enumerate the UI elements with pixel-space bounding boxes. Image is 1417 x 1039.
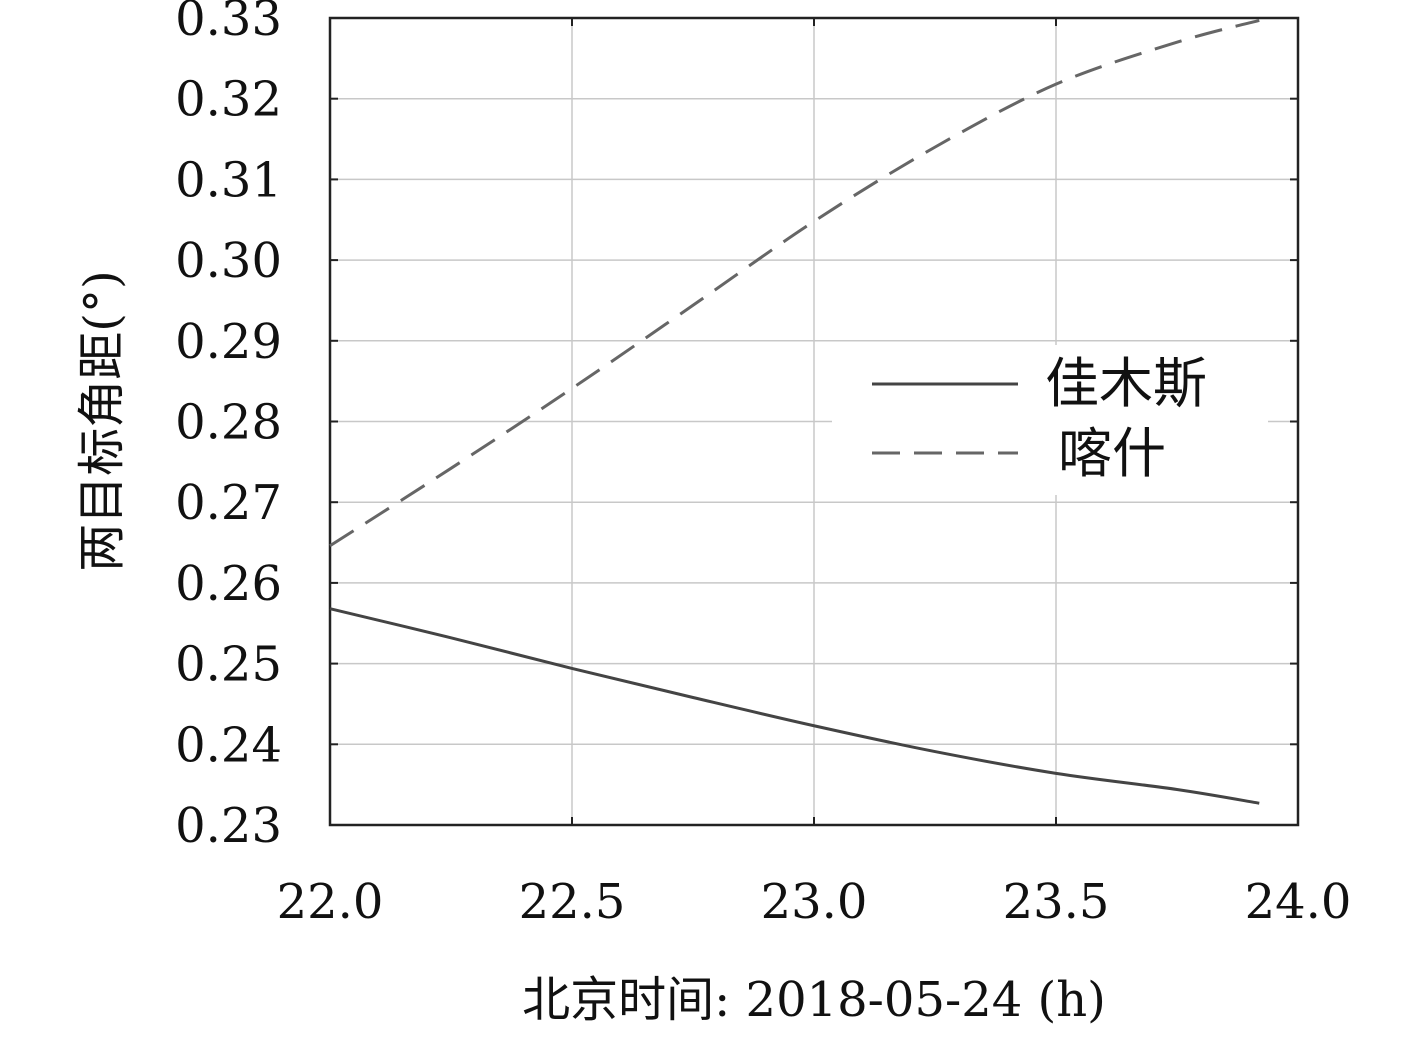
x-tick-label: 23.5: [1003, 874, 1110, 930]
y-tick-label: 0.27: [175, 475, 282, 531]
legend-background: [832, 345, 1268, 495]
x-tick-label: 23.0: [761, 874, 868, 930]
x-tick-label: 22.0: [277, 874, 384, 930]
y-axis-label: 两目标角距(°): [74, 270, 130, 571]
y-tick-label: 0.33: [175, 0, 282, 47]
x-axis-label: 北京时间: 2018-05-24 (h): [522, 972, 1106, 1028]
y-tick-label: 0.28: [175, 395, 282, 451]
series-line-kashi: [329, 18, 1260, 548]
legend-label-kashi: 喀什: [1058, 422, 1166, 485]
x-tick-label: 24.0: [1245, 874, 1352, 930]
series-line-jiamusi: [329, 607, 1260, 805]
y-tick-label: 0.29: [175, 314, 282, 370]
y-tick-label: 0.31: [175, 152, 282, 208]
y-tick-label: 0.24: [175, 717, 282, 773]
y-tick-label: 0.23: [175, 798, 282, 854]
y-tick-label: 0.30: [175, 233, 282, 289]
axis-ticks: 22.0 22.5 23.0 23.5 24.0 0.23 0.24 0.25 0.26 0.27…: [175, 0, 1351, 930]
y-tick-label: 0.32: [175, 72, 282, 128]
legend-label-jiamusi: 佳木斯: [1045, 352, 1207, 415]
y-tick-label: 0.25: [175, 637, 282, 693]
x-tick-label: 22.5: [519, 874, 626, 930]
legend: 佳木斯 喀什: [832, 345, 1268, 495]
y-tick-label: 0.26: [175, 556, 282, 612]
series: [329, 18, 1260, 805]
